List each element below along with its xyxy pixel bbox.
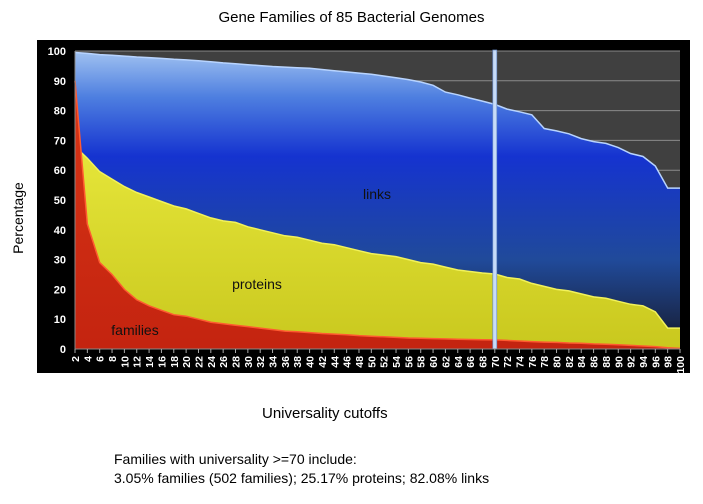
series-label-links: links: [363, 186, 391, 202]
x-axis-label: Universality cutoffs: [262, 405, 388, 422]
y-tick-label: 10: [54, 314, 66, 326]
x-tick-label: 54: [391, 356, 403, 368]
x-tick-label: 32: [255, 356, 267, 368]
x-tick-label: 66: [465, 356, 477, 368]
x-tick-label: 12: [132, 356, 144, 368]
x-tick-label: 60: [428, 356, 440, 368]
x-tick-label: 46: [342, 356, 354, 368]
x-tick-label: 76: [527, 356, 539, 368]
y-tick-label: 90: [54, 76, 66, 88]
x-tick-label: 84: [576, 356, 588, 368]
x-tick-label: 64: [453, 356, 465, 368]
x-tick-label: 50: [366, 356, 378, 368]
line-families: [74, 80, 681, 350]
x-tick-label: 34: [268, 356, 280, 368]
y-tick-label: 70: [54, 135, 66, 147]
x-tick-label: 18: [169, 356, 181, 368]
x-tick-label: 38: [292, 356, 304, 368]
x-tick-label: 30: [243, 356, 255, 368]
x-tick-label: 10: [119, 356, 131, 368]
area-families: [75, 80, 680, 350]
x-tick-label: 80: [552, 356, 564, 368]
y-tick-label: 60: [54, 165, 66, 177]
notes-line-1: Families with universality >=70 include:: [114, 451, 357, 467]
x-tick-label: 90: [613, 356, 625, 368]
x-tick-label: 44: [329, 356, 341, 368]
x-tick-label: 26: [218, 356, 230, 368]
x-tick-label: 68: [477, 356, 489, 368]
x-tick-label: 94: [638, 356, 650, 368]
x-tick-label: 4: [82, 356, 94, 362]
x-tick-label: 2: [70, 356, 82, 362]
series-label-families: families: [111, 322, 158, 338]
line-links: [74, 51, 680, 189]
cutoff-line: [492, 49, 498, 350]
x-tick-label: 24: [206, 356, 218, 368]
area-proteins: [75, 146, 680, 349]
x-tick-label: 42: [317, 356, 329, 368]
x-tick-label: 40: [305, 356, 317, 368]
y-tick-label: 50: [54, 195, 66, 207]
x-tick-label: 62: [440, 356, 452, 368]
y-tick-label: 30: [54, 255, 66, 267]
notes: Families with universality >=70 include:…: [114, 450, 489, 488]
notes-line-2: 3.05% families (502 families); 25.17% pr…: [114, 470, 490, 486]
x-tick-label: 8: [107, 356, 119, 362]
x-tick-label: 96: [650, 356, 662, 368]
x-tick-label: 70: [490, 356, 502, 368]
x-tick-label: 6: [95, 356, 107, 362]
x-tick-label: 98: [663, 356, 675, 368]
x-tick-label: 82: [564, 356, 576, 368]
y-tick-label: 40: [54, 225, 66, 237]
x-tick-label: 22: [193, 356, 205, 368]
x-tick-label: 72: [502, 356, 514, 368]
y-tick-label: 80: [54, 106, 66, 118]
x-tick-label: 28: [231, 356, 243, 368]
x-tick-label: 88: [601, 356, 613, 368]
x-tick-label: 58: [416, 356, 428, 368]
x-tick-label: 20: [181, 356, 193, 368]
x-tick-label: 48: [354, 356, 366, 368]
line-proteins: [74, 145, 680, 329]
x-tick-label: 74: [514, 356, 526, 368]
x-tick-label: 100: [675, 356, 687, 374]
y-tick-label: 20: [54, 284, 66, 296]
x-tick-label: 78: [539, 356, 551, 368]
series-label-proteins: proteins: [232, 276, 282, 292]
x-tick-label: 86: [589, 356, 601, 368]
x-tick-label: 52: [379, 356, 391, 368]
x-tick-label: 92: [626, 356, 638, 368]
x-tick-label: 36: [280, 356, 292, 368]
x-tick-label: 56: [403, 356, 415, 368]
y-tick-label: 0: [60, 344, 66, 356]
chart-title: Gene Families of 85 Bacterial Genomes: [218, 9, 485, 26]
x-tick-label: 14: [144, 356, 156, 368]
y-tick-label: 100: [48, 46, 66, 58]
x-tick-label: 16: [156, 356, 168, 368]
